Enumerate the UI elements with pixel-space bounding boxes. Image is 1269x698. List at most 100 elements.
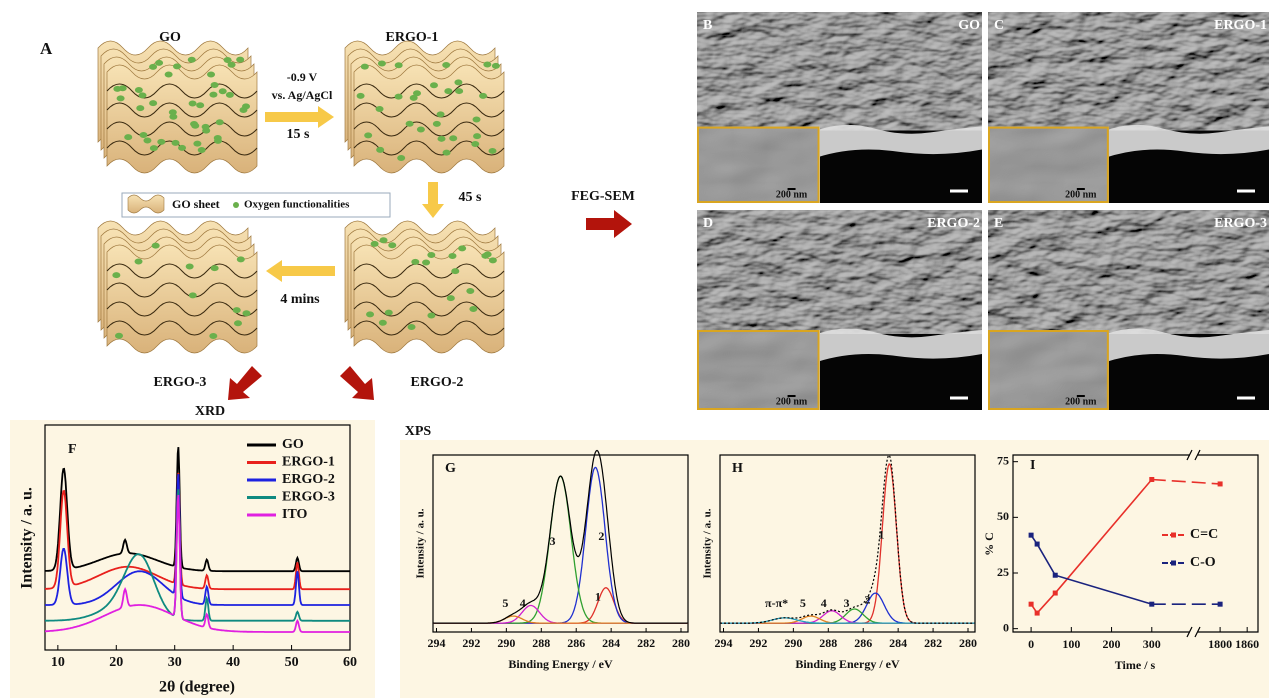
x-tick-label: 286 bbox=[854, 636, 872, 650]
oxygen-group bbox=[385, 310, 393, 316]
x-tick-label: 294 bbox=[714, 636, 732, 650]
oxygen-group bbox=[411, 259, 419, 265]
x-axis-label: 2θ (degree) bbox=[159, 679, 235, 696]
oxygen-group bbox=[361, 64, 369, 70]
oxygen-group bbox=[152, 243, 160, 249]
y-tick-label: 25 bbox=[997, 565, 1009, 579]
method-label: XRD bbox=[195, 404, 225, 419]
x-tick-label: 30 bbox=[168, 655, 182, 670]
oxygen-group bbox=[136, 105, 144, 111]
x-tick-label: 0 bbox=[1028, 637, 1034, 651]
panel-letter: B bbox=[703, 18, 712, 33]
data-point bbox=[1035, 611, 1040, 616]
arrow bbox=[340, 366, 374, 400]
x-axis-label: Binding Energy / eV bbox=[508, 657, 613, 671]
oxygen-group bbox=[427, 252, 435, 258]
arrow bbox=[228, 366, 262, 400]
x-tick-label: 50 bbox=[285, 655, 299, 670]
oxygen-group bbox=[196, 102, 204, 108]
panel-letter: G bbox=[445, 461, 456, 476]
sem-label: ERGO-2 bbox=[927, 216, 980, 231]
oxygen-group bbox=[138, 92, 146, 98]
arrow bbox=[586, 210, 632, 238]
oxygen-group bbox=[214, 138, 222, 144]
x-axis-label: Time / s bbox=[1115, 658, 1156, 672]
oxygen-group bbox=[473, 117, 481, 123]
data-point bbox=[1053, 591, 1058, 596]
peak-label: π-π* bbox=[765, 596, 788, 610]
peak-label: 1 bbox=[595, 589, 601, 603]
oxygen-group bbox=[471, 141, 479, 147]
x-tick-label: 300 bbox=[1143, 637, 1161, 651]
data-point bbox=[1218, 481, 1223, 486]
method-label: XPS bbox=[405, 424, 432, 439]
oxygen-group bbox=[193, 141, 201, 147]
oxygen-group bbox=[226, 92, 234, 98]
y-tick-label: 75 bbox=[997, 453, 1009, 467]
legend-label: C-O bbox=[1190, 555, 1216, 570]
oxygen-group bbox=[397, 155, 405, 161]
oxygen-group bbox=[410, 95, 418, 101]
oxygen-group bbox=[489, 148, 497, 154]
legend-label: C=C bbox=[1190, 527, 1218, 542]
oxygen-group bbox=[216, 119, 224, 125]
oxygen-group bbox=[376, 106, 384, 112]
sem-label: ERGO-3 bbox=[1214, 216, 1267, 231]
panel-letter: A bbox=[40, 39, 53, 58]
x-tick-label: 20 bbox=[109, 655, 123, 670]
peak-label: 1 bbox=[878, 527, 884, 541]
oxygen-group bbox=[112, 272, 120, 278]
oxygen-group bbox=[186, 263, 194, 269]
legend-label: ERGO-2 bbox=[282, 472, 335, 487]
oxygen-group bbox=[115, 333, 123, 339]
legend-dot bbox=[233, 202, 239, 208]
method-label: FEG-SEM bbox=[571, 189, 635, 204]
oxygen-group bbox=[228, 62, 236, 68]
peak-label: 4 bbox=[821, 596, 827, 610]
oxygen-group bbox=[237, 256, 245, 262]
oxygen-group bbox=[458, 245, 466, 251]
y-tick-label: 0 bbox=[1003, 620, 1009, 634]
sem-label: ERGO-1 bbox=[1214, 18, 1267, 33]
oxygen-group bbox=[395, 62, 403, 68]
oxygen-group bbox=[364, 132, 372, 138]
oxygen-group bbox=[473, 133, 481, 139]
data-point bbox=[1149, 477, 1154, 482]
graphene-sheet bbox=[107, 65, 257, 173]
oxygen-group bbox=[427, 312, 435, 318]
x-tick-label: 288 bbox=[532, 636, 550, 650]
oxygen-group bbox=[448, 253, 456, 259]
data-point bbox=[1218, 602, 1223, 607]
oxygen-group bbox=[438, 136, 446, 142]
time-step: 45 s bbox=[459, 190, 483, 205]
x-tick-label: 282 bbox=[637, 636, 655, 650]
oxygen-group bbox=[449, 135, 457, 141]
oxygen-group bbox=[169, 109, 177, 115]
oxygen-group bbox=[178, 145, 186, 151]
y-axis-label: Intensity / a. u. bbox=[19, 487, 36, 589]
peak-label: 2 bbox=[598, 529, 604, 543]
panel-letter: F bbox=[68, 442, 77, 457]
arrow bbox=[266, 260, 335, 282]
oxygen-group bbox=[481, 253, 489, 259]
oxygen-group bbox=[422, 260, 430, 266]
x-tick-label: 286 bbox=[567, 636, 585, 650]
oxygen-group bbox=[189, 100, 197, 106]
oxygen-group bbox=[479, 93, 487, 99]
data-point bbox=[1029, 602, 1034, 607]
x-tick-label: 292 bbox=[749, 636, 767, 650]
x-tick-label: 280 bbox=[959, 636, 977, 650]
data-point bbox=[1029, 533, 1034, 538]
legend-text: Oxygen functionalities bbox=[244, 199, 350, 211]
peak-label: 3 bbox=[550, 534, 556, 548]
figure: A GO ERGO-1 ERGO-3 ERGO-2 -0.9 V vs. Ag/… bbox=[0, 0, 1269, 698]
oxygen-group bbox=[219, 88, 227, 94]
oxygen-group bbox=[395, 94, 403, 100]
oxygen-group bbox=[430, 82, 438, 88]
oxygen-group bbox=[242, 103, 250, 109]
sem-label: GO bbox=[958, 18, 980, 33]
oxygen-group bbox=[155, 60, 163, 66]
oxygen-group bbox=[483, 62, 491, 68]
data-point bbox=[1035, 542, 1040, 547]
x-tick-label: 1860 bbox=[1235, 637, 1259, 651]
